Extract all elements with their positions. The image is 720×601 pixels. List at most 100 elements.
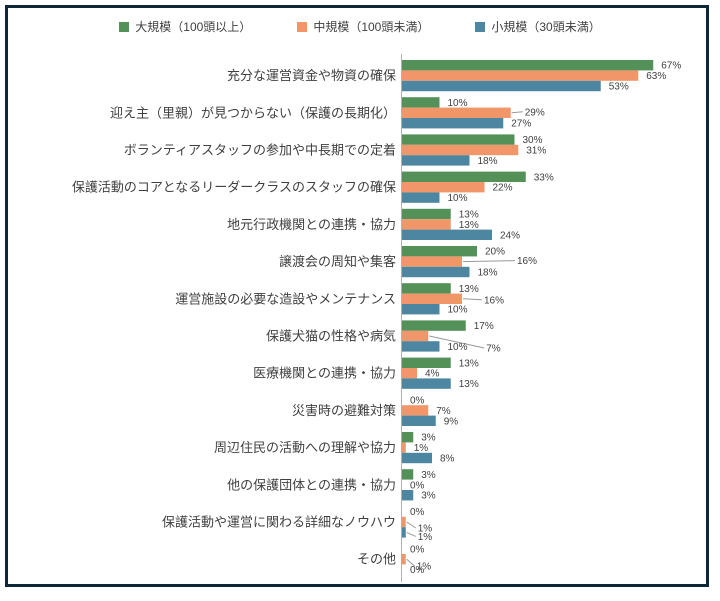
value-label: 0%: [410, 565, 425, 576]
value-label: 13%: [459, 379, 479, 390]
legend-swatch-small-icon: [475, 21, 486, 32]
bar: [402, 171, 526, 182]
category-label: 他の保護団体との連携・協力: [227, 477, 396, 492]
bar: [402, 155, 470, 166]
value-label: 1%: [418, 532, 433, 543]
bar: [402, 320, 466, 331]
label-leader-line: [406, 531, 416, 537]
category-label: 周辺住民の活動への理解や協力: [214, 440, 396, 455]
value-label: 13%: [459, 358, 479, 369]
value-label: 63%: [646, 71, 666, 82]
value-label: 20%: [485, 247, 505, 258]
category-label: 保護活動や運営に関わる詳細なノウハウ: [162, 515, 396, 530]
value-label: 3%: [421, 433, 436, 444]
label-leader-line: [429, 335, 485, 349]
bar: [402, 208, 451, 220]
bar: [402, 415, 436, 426]
value-label: 10%: [448, 193, 468, 204]
bar: [402, 516, 406, 528]
bar: [402, 304, 440, 315]
value-label: 3%: [421, 491, 436, 502]
value-label: 30%: [523, 135, 543, 146]
category-label: 保護犬猫の性格や病気: [266, 329, 396, 344]
bar: [402, 442, 406, 453]
value-label: 0%: [410, 507, 425, 518]
bar: [402, 283, 451, 294]
bar: [402, 432, 414, 443]
bar: [402, 330, 429, 342]
value-label: 67%: [661, 61, 681, 72]
value-label: 22%: [493, 183, 513, 194]
bar: [402, 368, 417, 379]
value-label: 10%: [448, 98, 468, 109]
value-label: 8%: [440, 454, 455, 465]
value-label: 16%: [484, 295, 504, 306]
value-label: 1%: [414, 443, 429, 454]
value-label: 10%: [448, 305, 468, 316]
bar: [402, 229, 492, 240]
value-label: 7%: [436, 406, 451, 417]
bar: [402, 357, 451, 368]
legend-swatch-large-icon: [119, 21, 130, 32]
value-label: 13%: [459, 210, 479, 221]
bar: [402, 266, 470, 278]
category-label: 運営施設の必要な造設やメンテナンス: [175, 291, 396, 306]
value-label: 3%: [421, 470, 436, 481]
category-label: ボランティアスタッフの参加や中長期での定着: [124, 143, 396, 158]
category-label: その他: [357, 552, 396, 567]
legend-item-small: 小規模（30頭未満）: [475, 18, 601, 35]
category-label: 災害時の避難対策: [292, 403, 396, 418]
value-label: 18%: [478, 268, 498, 279]
chart-frame: [5, 5, 709, 587]
bar: [402, 192, 440, 203]
value-label: 9%: [444, 416, 459, 427]
value-label: 0%: [410, 544, 425, 555]
bar: [402, 134, 515, 145]
label-leader-line: [462, 260, 516, 263]
bar: [402, 97, 440, 108]
value-label: 7%: [486, 344, 501, 355]
bar: [402, 80, 601, 92]
value-label: 0%: [410, 480, 425, 491]
value-label: 17%: [474, 321, 494, 332]
value-label: 18%: [478, 156, 498, 167]
bar: [402, 527, 406, 538]
legend-item-medium: 中規模（100頭未満）: [297, 18, 429, 35]
value-label: 13%: [459, 284, 479, 295]
bar: [402, 378, 451, 389]
bar: [402, 144, 519, 156]
value-label: 1%: [418, 524, 433, 535]
legend-item-large: 大規模（100頭以上）: [119, 18, 251, 35]
bar: [402, 490, 414, 501]
label-leader-line: [511, 111, 523, 114]
category-label: 保護活動のコアとなるリーダークラスのスタッフの確保: [72, 180, 396, 195]
value-label: 24%: [500, 230, 520, 241]
bar: [402, 182, 485, 193]
category-label: 充分な運営資金や物資の確保: [227, 68, 396, 83]
label-leader-line: [462, 298, 483, 301]
legend: 大規模（100頭以上） 中規模（100頭未満） 小規模（30頭未満）: [0, 18, 720, 35]
value-label: 27%: [511, 119, 531, 130]
value-label: 16%: [517, 256, 537, 267]
value-label: 13%: [459, 220, 479, 231]
bar: [402, 118, 504, 129]
bar: [402, 452, 432, 464]
value-label: 10%: [448, 342, 468, 353]
bar: [402, 469, 414, 480]
bar: [402, 246, 477, 257]
legend-label-medium: 中規模（100頭未満）: [313, 20, 430, 34]
category-label: 地元行政機関との連携・協力: [227, 217, 396, 232]
label-leader-line: [406, 521, 417, 529]
category-label: 医療機関との連携・協力: [253, 366, 396, 381]
legend-swatch-medium-icon: [297, 21, 308, 32]
value-label: 0%: [410, 396, 425, 407]
label-leader-line: [406, 558, 416, 567]
bar: [402, 554, 406, 565]
bar: [402, 107, 511, 118]
bar: [402, 341, 440, 352]
value-label: 1%: [417, 562, 432, 573]
value-label: 33%: [534, 172, 554, 183]
bar: [402, 219, 451, 230]
bar: [402, 293, 462, 304]
